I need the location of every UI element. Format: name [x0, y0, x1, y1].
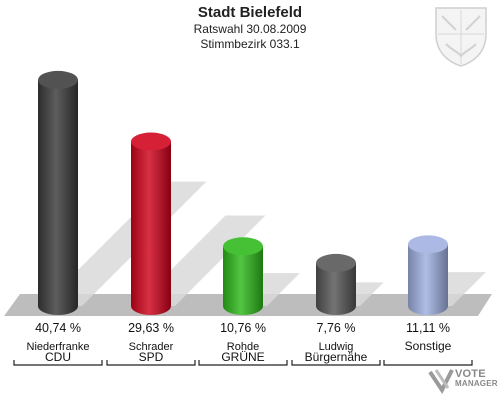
- label-bracket: [13, 360, 103, 366]
- category-label: GRÜNE: [221, 350, 264, 364]
- bar-sonstige: [408, 235, 448, 315]
- bar-bürgernähe: [316, 253, 356, 315]
- candidate-label: Niederfranke: [27, 341, 90, 353]
- candidate-label: Schrader: [129, 341, 174, 353]
- bar-spd: [131, 132, 171, 315]
- category-label: CDU: [45, 350, 71, 364]
- value-label: 29,63 %: [128, 321, 174, 335]
- bar-cdu: [38, 70, 78, 315]
- logo-line2: MANAGER: [455, 379, 498, 388]
- category-label: Bürgernähe: [305, 350, 368, 364]
- city-seal-icon: [435, 7, 487, 67]
- value-label: 40,74 %: [35, 321, 81, 335]
- category-label: SPD: [139, 350, 164, 364]
- vote-manager-logo: VOTE MANAGER: [455, 369, 498, 389]
- value-label: 11,11 %: [406, 321, 450, 335]
- chart-subtitle: Ratswahl 30.08.2009: [193, 22, 307, 36]
- logo-line1: VOTE: [455, 368, 486, 380]
- value-label: 7,76 %: [317, 321, 356, 335]
- label-bracket: [106, 360, 196, 366]
- chart-subtitle-district: Stimmbezirk 033.1: [200, 37, 300, 51]
- category-label: Sonstige: [405, 339, 452, 353]
- label-bracket: [198, 360, 288, 366]
- label-bracket: [291, 360, 381, 366]
- chart-title: Stadt Bielefeld: [197, 4, 303, 21]
- candidate-label: Ludwig: [319, 341, 354, 353]
- candidate-label: Rohde: [227, 341, 259, 353]
- vote-manager-logo-icon: [428, 369, 454, 394]
- value-label: 10,76 %: [220, 321, 266, 335]
- label-bracket: [383, 360, 473, 366]
- bars: [38, 70, 448, 315]
- bar-grüne: [223, 237, 263, 315]
